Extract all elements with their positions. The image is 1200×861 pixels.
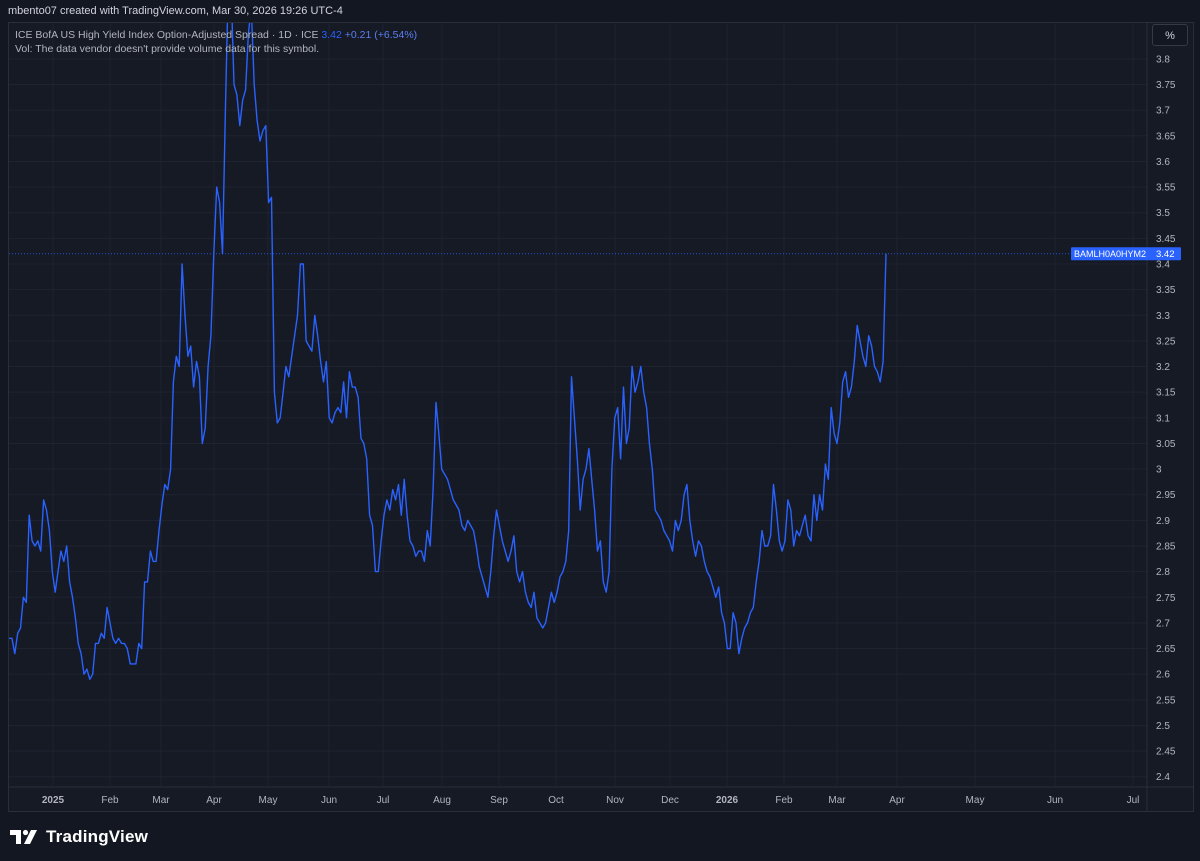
y-tick-label: 3.65 [1156,131,1176,142]
y-tick-label: 3.2 [1156,362,1170,373]
y-tick-label: 3.3 [1156,311,1170,322]
legend-change: +0.21 (+6.54%) [344,29,418,41]
price-scale-unit-button[interactable]: % [1152,24,1188,46]
x-tick-label: Feb [101,795,119,806]
y-tick-label: 2.45 [1156,747,1176,758]
y-tick-label: 2.9 [1156,516,1170,527]
y-tick-label: 3.45 [1156,234,1176,245]
series-line [9,23,887,680]
y-tick-label: 2.65 [1156,644,1176,655]
y-tick-label: 3.75 [1156,80,1176,91]
x-tick-label: Jul [1127,795,1140,806]
price-scale: 2.4 2.45 2.5 2.55 2.6 2.65 2.7 2.75 2.8 2.85 2.9 2.… [1156,54,1176,783]
y-tick-label: 3.5 [1156,208,1170,219]
x-tick-label: Nov [606,795,624,806]
chart-caption: mbento07 created with TradingView.com, M… [0,0,1200,22]
x-tick-label: Dec [661,795,679,806]
last-price-label [1071,247,1181,261]
x-tick-label: Jul [377,795,390,806]
y-tick-label: 2.4 [1156,772,1170,783]
y-tick-label: 3.05 [1156,439,1176,450]
time-scale: 2025 Feb Mar Apr May Jun Jul Aug Sep Oct Nov Dec 202… [42,795,1140,806]
y-tick-label: 3.15 [1156,388,1176,399]
x-tick-label: 2025 [42,795,65,806]
caption-text: mbento07 created with TradingView.com, M… [8,5,343,17]
y-tick-label: 3 [1156,465,1162,476]
x-tick-label: Sep [490,795,508,806]
x-tick-label: Apr [889,795,905,806]
y-tick-label: 2.55 [1156,695,1176,706]
x-tick-label: Jun [321,795,337,806]
x-tick-label: May [259,795,278,806]
y-tick-label: 2.75 [1156,593,1176,604]
y-tick-label: 3.1 [1156,413,1170,424]
x-tick-label: 2026 [716,795,739,806]
legend-last-value: 3.42 [321,29,342,41]
y-tick-label: 2.8 [1156,567,1170,578]
x-tick-label: Apr [206,795,222,806]
y-tick-label: 3.7 [1156,106,1170,117]
brand-name: TradingView [46,827,149,846]
x-tick-label: Feb [775,795,793,806]
y-tick-label: 3.4 [1156,259,1170,270]
chart-grid [9,23,1193,811]
x-tick-label: Aug [433,795,451,806]
brand-logo[interactable]: TradingView [10,826,148,848]
last-price-label-value: 3.42 [1156,249,1175,260]
footer-bar [0,812,1200,861]
y-tick-label: 2.6 [1156,670,1170,681]
y-tick-label: 2.7 [1156,618,1170,629]
x-tick-label: Mar [152,795,170,806]
price-label-group: BAMLH0A0HYM2 3.42 [1071,247,1181,261]
legend-volume-note: Vol: The data vendor doesn't provide vol… [15,43,320,55]
x-tick-label: Oct [548,795,564,806]
y-tick-label: 2.85 [1156,542,1176,553]
y-tick-label: 3.25 [1156,336,1176,347]
legend-series-title: ICE BofA US High Yield Index Option-Adju… [15,29,319,41]
y-tick-label: 3.55 [1156,183,1176,194]
x-tick-label: Jun [1047,795,1063,806]
y-tick-label: 3.6 [1156,157,1170,168]
tradingview-logo-icon [10,829,37,844]
y-tick-label: 3.35 [1156,285,1176,296]
series-legend: ICE BofA US High Yield Index Option-Adju… [15,28,417,56]
legend-title-row: ICE BofA US High Yield Index Option-Adju… [15,28,417,42]
y-tick-label: 2.95 [1156,490,1176,501]
x-tick-label: Mar [828,795,846,806]
y-tick-label: 2.5 [1156,721,1170,732]
x-tick-label: May [966,795,985,806]
last-price-label-symbol: BAMLH0A0HYM2 [1074,249,1146,259]
y-tick-label: 3.8 [1156,54,1170,65]
